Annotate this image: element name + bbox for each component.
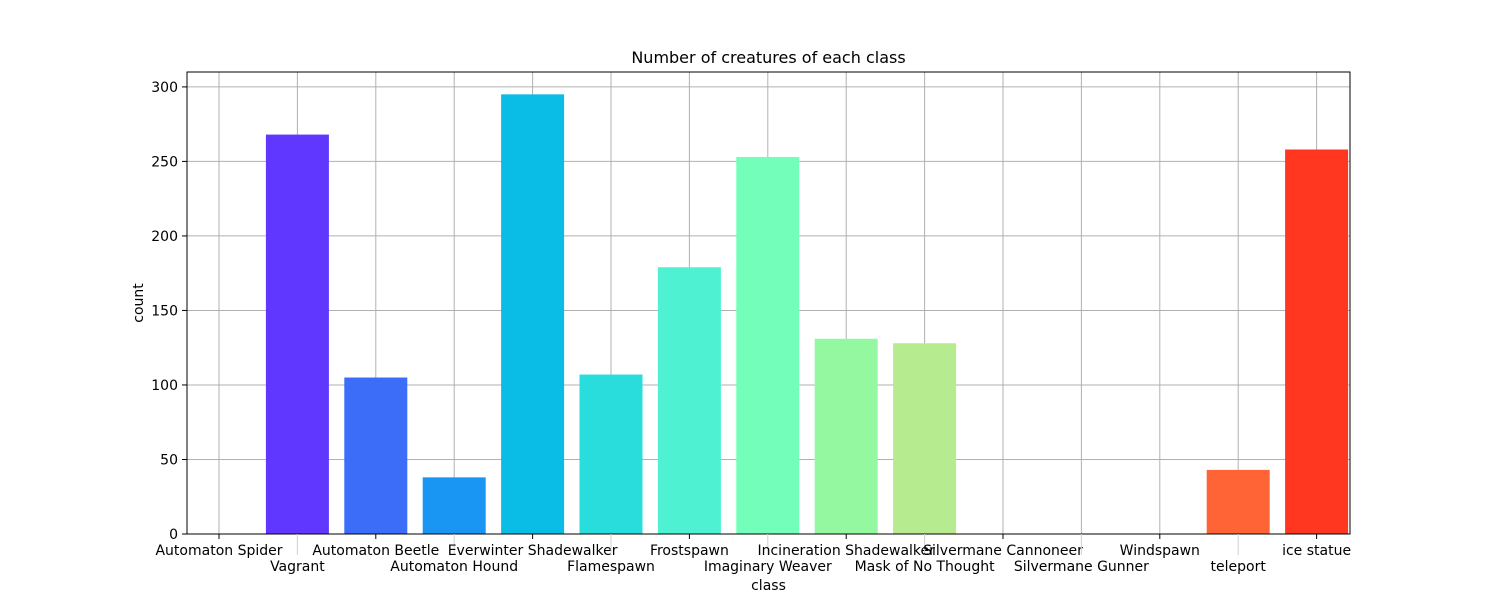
- y-axis-ticks: 0 50 100 150 200 250 300: [151, 80, 187, 543]
- bar: [814, 338, 878, 534]
- x-tick-label: Vagrant: [270, 559, 325, 575]
- bar: [265, 134, 329, 534]
- x-tick-label: Flamespawn: [567, 559, 655, 575]
- bar: [1285, 149, 1349, 535]
- x-tick-label: Imaginary Weaver: [704, 559, 832, 575]
- y-tick-label: 50: [160, 452, 178, 468]
- x-tick-label: Automaton Hound: [390, 559, 518, 575]
- x-tick-label: Silvermane Gunner: [1014, 559, 1149, 575]
- chart-title: Number of creatures of each class: [631, 48, 905, 67]
- bars: [265, 94, 1349, 535]
- bar: [736, 156, 800, 535]
- x-tick-label: Automaton Spider: [155, 543, 282, 559]
- x-axis-label: class: [751, 578, 786, 594]
- x-tick-label: ice statue: [1282, 543, 1351, 559]
- y-tick-label: 100: [151, 378, 178, 394]
- x-tick-label: Automaton Beetle: [312, 543, 439, 559]
- y-tick-label: 300: [151, 80, 178, 96]
- y-tick-label: 0: [169, 527, 178, 543]
- x-tick-label: teleport: [1211, 559, 1267, 575]
- x-tick-label: Everwinter Shadewalker: [448, 543, 618, 559]
- x-tick-label: Incineration Shadewalker: [757, 543, 935, 559]
- bar: [579, 374, 643, 534]
- y-tick-label: 200: [151, 229, 178, 245]
- bar: [422, 477, 486, 534]
- y-axis-label: count: [131, 283, 147, 323]
- bar: [344, 377, 408, 534]
- plot-area-frame: [186, 71, 1351, 535]
- bar: [657, 267, 721, 534]
- x-tick-label: Windspawn: [1120, 543, 1200, 559]
- y-tick-label: 250: [151, 154, 178, 170]
- x-tick-label: Silvermane Cannoneer: [923, 543, 1083, 559]
- x-tick-label: Mask of No Thought: [855, 559, 996, 575]
- x-tick-label: Frostspawn: [650, 543, 729, 559]
- y-tick-label: 150: [151, 303, 178, 319]
- bar: [893, 343, 957, 534]
- bar: [1206, 469, 1270, 534]
- bar: [501, 94, 565, 535]
